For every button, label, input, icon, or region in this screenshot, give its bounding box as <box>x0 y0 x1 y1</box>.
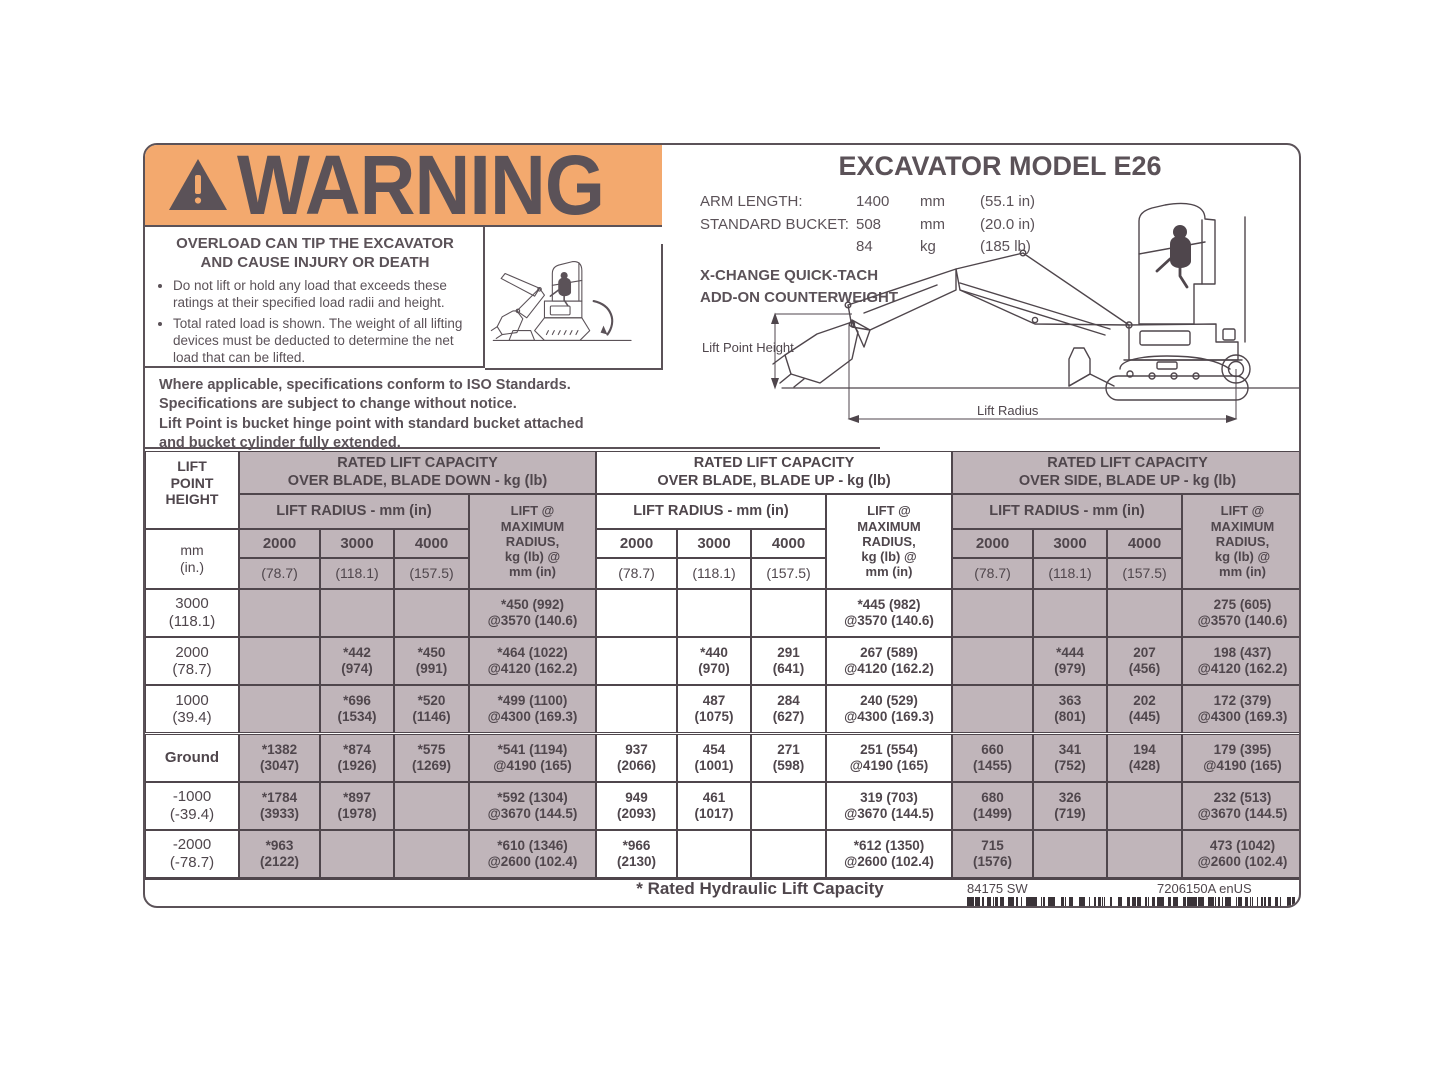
svg-text:Lift Point Height: Lift Point Height <box>702 340 794 355</box>
svg-text:Lift Radius: Lift Radius <box>977 403 1039 418</box>
